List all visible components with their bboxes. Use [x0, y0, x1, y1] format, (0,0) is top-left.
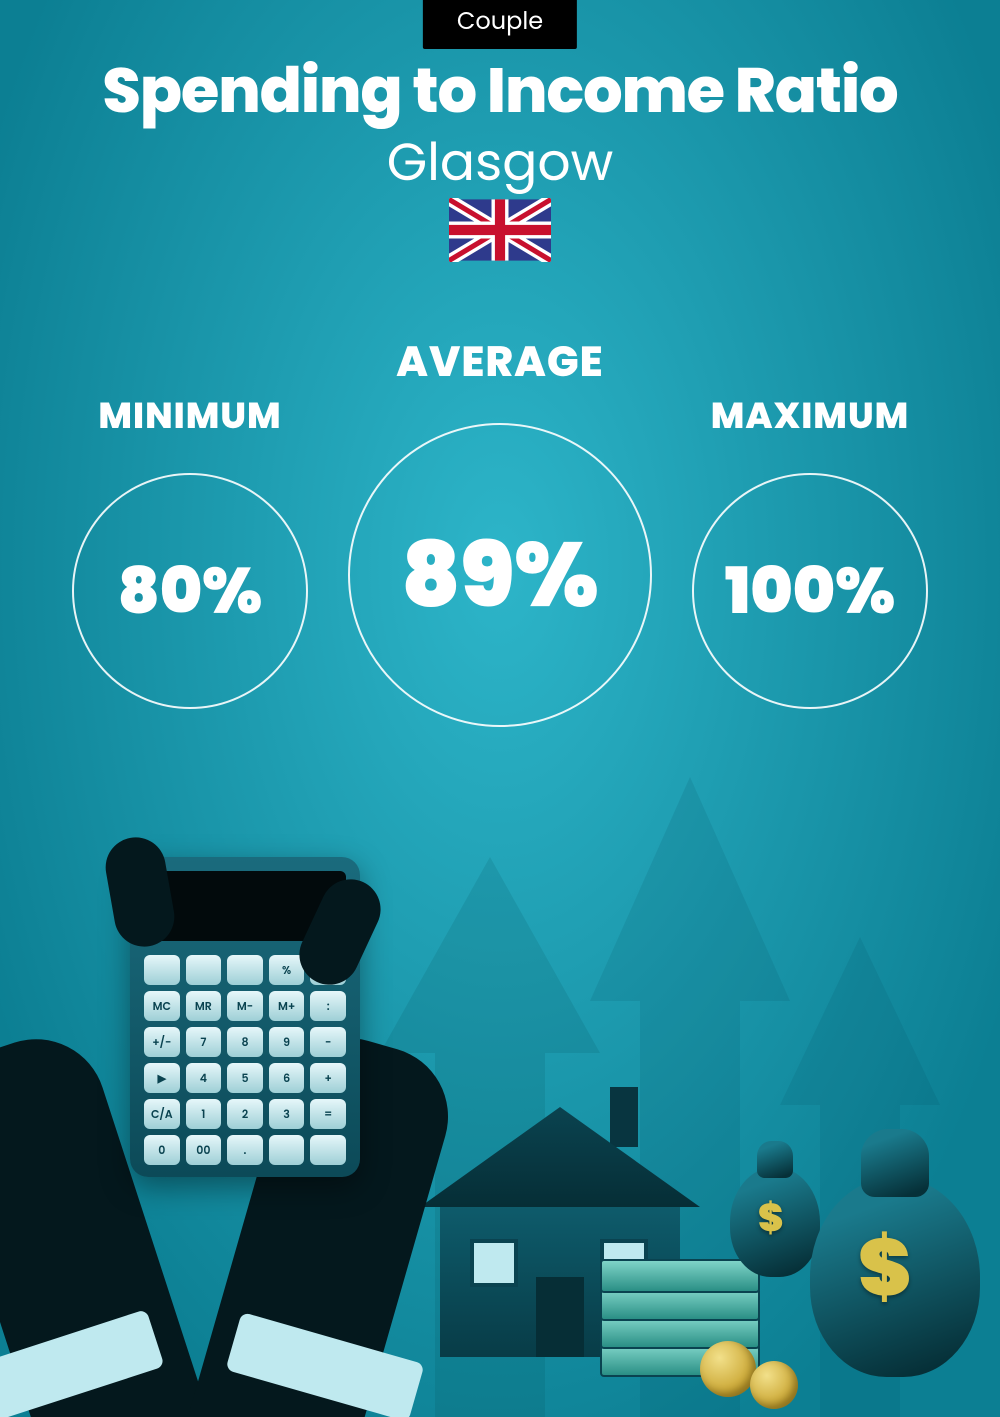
- stat-average: AVERAGE 89%: [348, 330, 652, 727]
- stat-maximum-circle: 100%: [692, 473, 928, 709]
- city-subtitle: Glasgow: [0, 124, 1000, 202]
- stat-minimum: MINIMUM 80%: [72, 330, 308, 709]
- stat-minimum-label: MINIMUM: [98, 388, 281, 443]
- stats-row: MINIMUM 80% AVERAGE 89% MAXIMUM 100%: [0, 330, 1000, 727]
- stat-minimum-circle: 80%: [72, 473, 308, 709]
- stat-maximum: MAXIMUM 100%: [692, 330, 928, 709]
- stat-average-label: AVERAGE: [396, 330, 603, 393]
- stat-minimum-value: 80%: [118, 544, 262, 639]
- stat-maximum-value: 100%: [725, 544, 895, 639]
- badge-label: Couple: [457, 5, 543, 38]
- stat-average-circle: 89%: [348, 423, 652, 727]
- uk-flag-icon: [449, 198, 551, 262]
- category-badge: Couple: [423, 0, 577, 49]
- stat-average-value: 89%: [401, 507, 598, 643]
- stat-maximum-label: MAXIMUM: [711, 388, 909, 443]
